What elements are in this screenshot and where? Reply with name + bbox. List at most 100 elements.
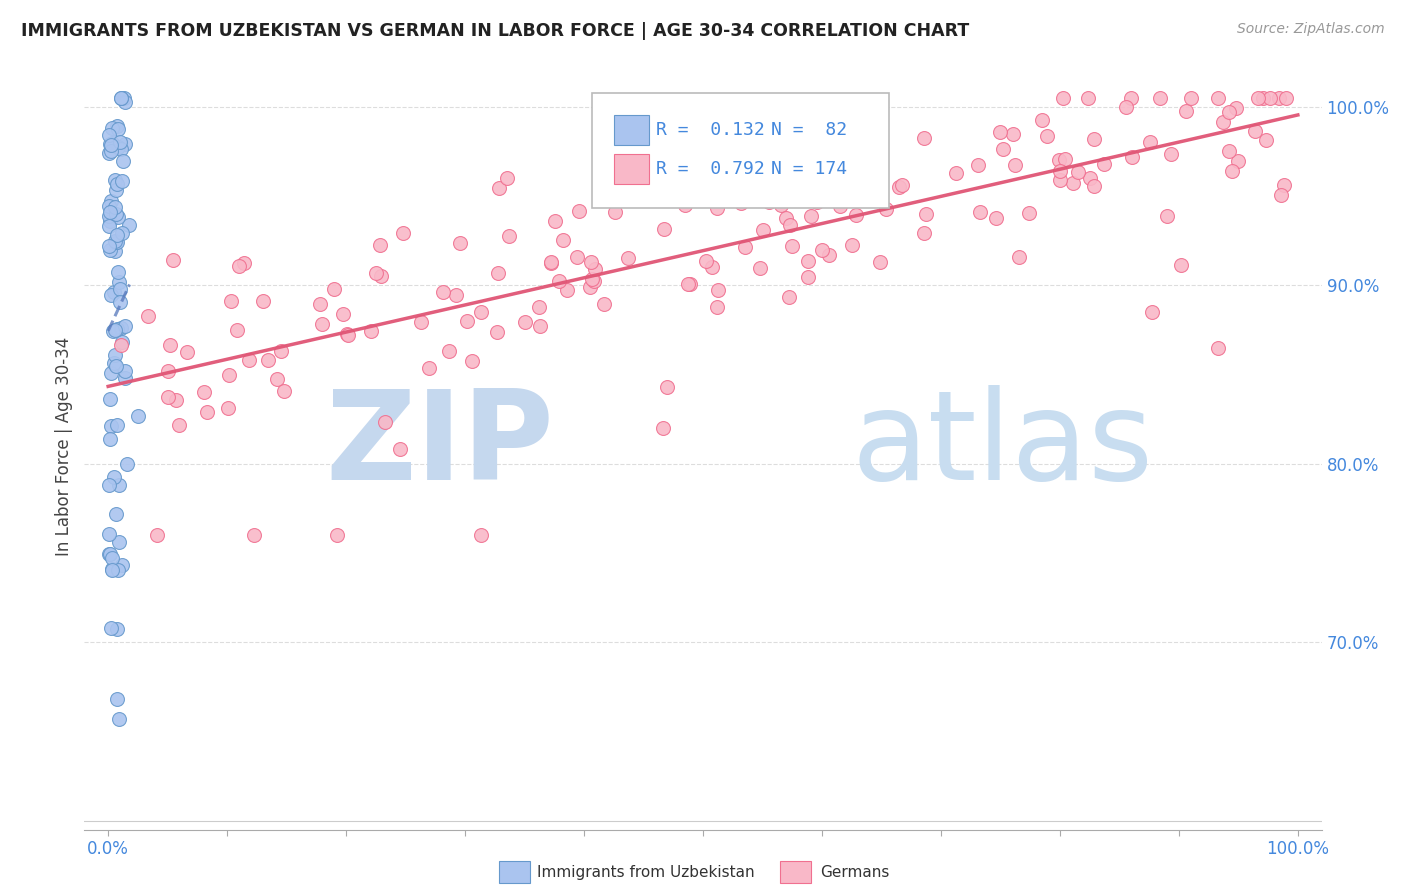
Point xyxy=(107,140,129,154)
Point xyxy=(104,348,127,362)
Point xyxy=(309,297,332,311)
Point xyxy=(105,227,128,242)
Point xyxy=(337,328,360,343)
Point xyxy=(553,233,575,247)
Point xyxy=(1274,178,1296,192)
Point xyxy=(195,405,218,419)
Point xyxy=(107,210,129,224)
Point xyxy=(98,547,121,561)
Point xyxy=(498,229,520,244)
Point xyxy=(409,315,432,329)
Point xyxy=(993,142,1015,156)
Point xyxy=(673,198,696,212)
Point xyxy=(845,208,868,222)
Point xyxy=(98,243,121,257)
Point xyxy=(100,288,122,302)
Point xyxy=(360,324,382,338)
Point xyxy=(169,417,191,432)
Point xyxy=(486,266,509,280)
Point xyxy=(780,239,803,253)
Point xyxy=(1077,91,1099,105)
Point xyxy=(101,136,124,151)
Point xyxy=(98,214,121,228)
Point xyxy=(115,457,138,471)
Point xyxy=(100,366,122,380)
Point xyxy=(779,219,801,233)
Point xyxy=(835,178,858,193)
Point xyxy=(103,356,125,370)
Text: Germans: Germans xyxy=(820,865,889,880)
Point xyxy=(98,209,121,223)
Point xyxy=(652,421,675,435)
Point xyxy=(914,207,936,221)
Point xyxy=(98,128,121,142)
Point xyxy=(1121,150,1143,164)
Point xyxy=(797,270,820,285)
Point xyxy=(107,534,129,549)
Point xyxy=(104,244,127,258)
Point xyxy=(679,277,702,291)
Point xyxy=(145,528,167,542)
Point xyxy=(105,177,128,191)
Point xyxy=(969,205,991,219)
Point xyxy=(617,252,640,266)
Point xyxy=(107,712,129,726)
Point xyxy=(100,563,122,577)
Point xyxy=(1121,91,1143,105)
Point xyxy=(104,323,127,337)
Point xyxy=(513,315,536,329)
Point xyxy=(1008,250,1031,264)
Point xyxy=(579,279,602,293)
Point xyxy=(734,240,756,254)
Point xyxy=(1049,173,1071,187)
Point xyxy=(706,201,728,215)
Point xyxy=(1206,91,1229,105)
Point xyxy=(568,204,591,219)
Point xyxy=(806,195,828,210)
Point xyxy=(105,417,128,432)
Point xyxy=(652,221,675,235)
Point xyxy=(432,285,454,299)
Point xyxy=(111,226,134,240)
Point xyxy=(1054,152,1077,166)
Point xyxy=(1160,147,1182,161)
Point xyxy=(225,323,247,337)
Point xyxy=(470,304,492,318)
Point xyxy=(1208,341,1230,355)
Point xyxy=(104,200,127,214)
Point xyxy=(111,154,134,169)
Point xyxy=(444,288,467,302)
Point xyxy=(270,343,292,358)
Point xyxy=(799,209,821,223)
Point xyxy=(110,135,132,149)
Point xyxy=(107,121,129,136)
Point xyxy=(218,368,240,383)
FancyBboxPatch shape xyxy=(614,115,648,145)
Point xyxy=(108,477,131,491)
Point xyxy=(110,321,132,335)
Point xyxy=(162,252,184,267)
Point xyxy=(98,392,121,406)
Point xyxy=(758,195,780,210)
Point xyxy=(107,563,129,577)
Point xyxy=(449,235,471,250)
Point xyxy=(1258,91,1281,105)
Point xyxy=(1268,91,1291,105)
Point xyxy=(841,238,863,252)
Point xyxy=(1067,164,1090,178)
Point xyxy=(366,266,388,280)
Point xyxy=(159,337,181,351)
Point xyxy=(775,211,797,225)
Point xyxy=(839,105,862,120)
Point xyxy=(98,199,121,213)
Point xyxy=(98,219,121,233)
Point xyxy=(193,385,215,400)
Point xyxy=(336,326,359,341)
Point xyxy=(766,159,789,173)
Point xyxy=(583,262,606,277)
Point xyxy=(470,528,492,542)
Point xyxy=(104,323,127,337)
Point xyxy=(803,161,825,175)
Point xyxy=(323,282,346,296)
Point xyxy=(1218,105,1240,120)
